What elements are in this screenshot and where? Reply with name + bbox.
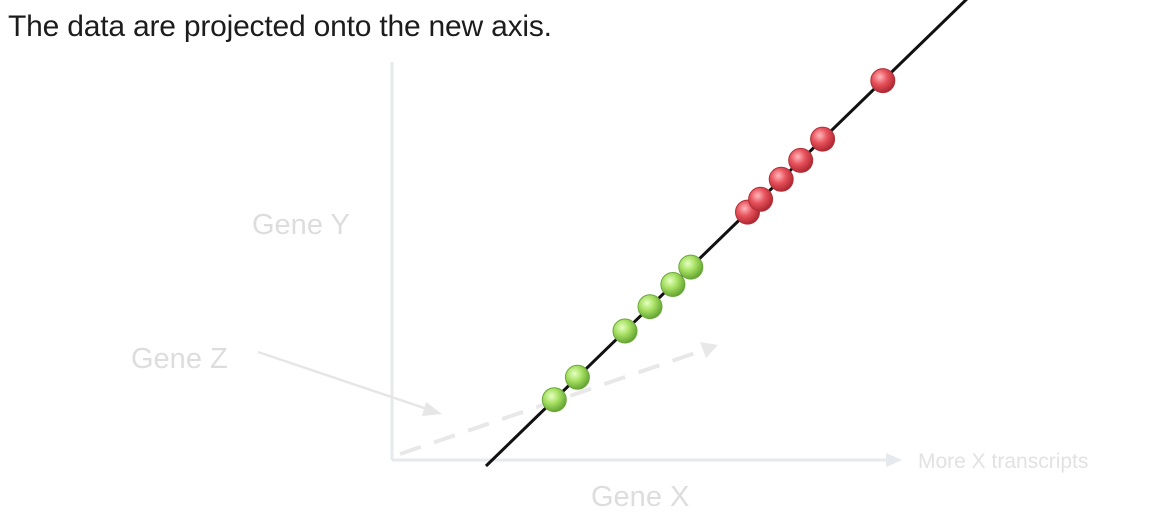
more-x-transcripts-label: More X transcripts [918, 450, 1088, 473]
red-data-point [769, 167, 793, 191]
gene-x-axis-arrowhead [886, 453, 902, 467]
gene-z-axis-arrowhead [700, 342, 718, 358]
green-data-point [565, 365, 589, 389]
green-data-point [661, 273, 685, 297]
red-data-point [811, 127, 835, 151]
gene-z-label: Gene Z [131, 343, 228, 375]
gene-x-label: Gene X [591, 481, 689, 513]
red-data-point [749, 187, 773, 211]
green-data-point [542, 388, 566, 412]
gene-z-pointer-arrow [258, 352, 430, 410]
gene-z-pointer-arrowhead [422, 402, 442, 416]
green-data-point [613, 319, 637, 343]
gene-y-label: Gene Y [252, 209, 350, 241]
green-data-point [638, 295, 662, 319]
red-data-point [789, 148, 813, 172]
green-data-point [679, 255, 703, 279]
red-data-point [871, 69, 895, 93]
